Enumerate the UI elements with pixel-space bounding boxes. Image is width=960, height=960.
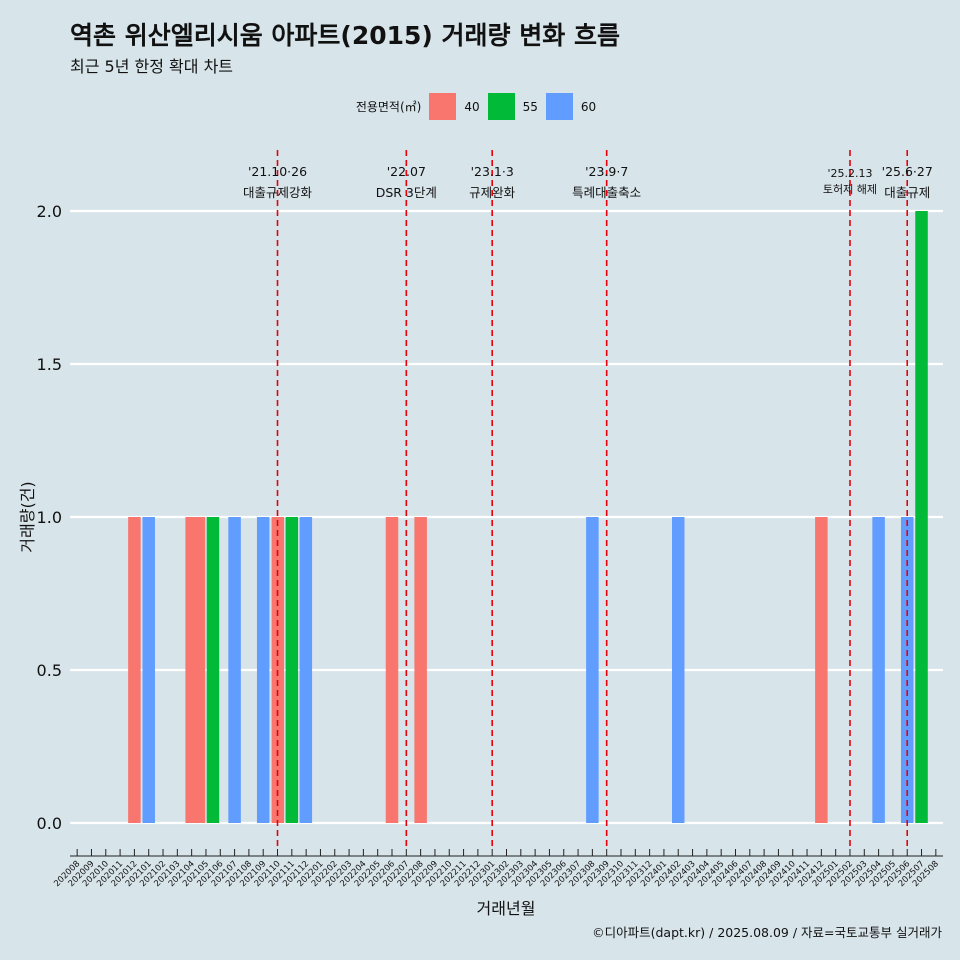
legend-label-60: 60 [580,99,597,114]
event-label: DSR 3단계 [376,185,437,200]
event-label: 특례대출축소 [572,185,641,200]
bar [414,517,427,823]
bar [128,517,141,823]
x-axis-title: 거래년월 [477,899,536,918]
legend-item-40: 40 [429,93,480,120]
event-label: 규제완화 [469,185,516,200]
y-tick-label: 0.0 [37,814,62,833]
legend-item-55: 55 [487,93,538,120]
event-date: '21.10·26 [248,164,307,179]
bar [671,517,685,823]
bar [385,517,399,823]
legend-swatch-60 [545,93,573,120]
legend-item-60: 60 [545,93,597,120]
legend-label-55: 55 [522,99,538,114]
y-tick-label: 1.0 [37,508,62,527]
bar [299,517,313,823]
source-caption: ©디아파트(dapt.kr) / 2025.08.09 / 자료=국토교통부 실… [592,925,942,940]
legend: 전용면적(㎡) 40 55 60 [0,93,960,120]
bar [192,517,206,823]
event-label: 토허제 해제 [823,182,877,196]
y-tick-label: 2.0 [37,202,62,221]
bar [586,517,599,823]
bar [915,211,928,823]
legend-title: 전용면적(㎡) [355,100,422,114]
y-tick-label: 1.5 [37,355,62,374]
event-date: '25.2.13 [827,167,872,180]
chart-subtitle: 최근 5년 한정 확대 차트 [70,57,234,76]
y-axis-title: 거래량(건) [18,481,37,552]
bar [142,517,155,823]
y-tick-label: 0.5 [37,661,62,680]
legend-swatch-55 [487,93,515,120]
event-label: 대출규제강화 [243,185,313,200]
bar [228,517,241,823]
event-date: '22.07 [387,164,426,179]
bar [285,517,299,823]
legend-label-40: 40 [464,99,480,114]
legend-swatch-40 [429,93,457,120]
chart-title: 역촌 위산엘리시움 아파트(2015) 거래량 변화 흐름 [70,21,620,50]
event-date: '25.6·27 [882,164,933,179]
bar [256,517,270,823]
bar [872,517,885,823]
event-date: '23.9·7 [585,164,628,179]
event-label: 대출규제 [884,185,930,200]
event-date: '23.1·3 [471,164,514,179]
bar [815,517,828,823]
bar [206,517,220,823]
